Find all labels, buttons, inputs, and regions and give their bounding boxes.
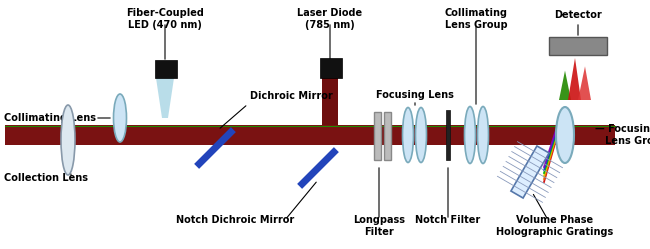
Text: Volume Phase
Holographic Gratings: Volume Phase Holographic Gratings bbox=[497, 215, 614, 237]
Bar bbox=[549, 37, 607, 55]
Ellipse shape bbox=[114, 94, 127, 142]
Polygon shape bbox=[568, 58, 581, 100]
Polygon shape bbox=[511, 146, 549, 198]
Text: Collimating Lens: Collimating Lens bbox=[4, 113, 96, 123]
Text: Collimating
Lens Group: Collimating Lens Group bbox=[445, 8, 508, 30]
Ellipse shape bbox=[465, 107, 476, 164]
Bar bbox=[320, 58, 342, 78]
Polygon shape bbox=[322, 78, 338, 125]
Polygon shape bbox=[156, 78, 174, 118]
Ellipse shape bbox=[556, 107, 574, 163]
Text: Notch Filter: Notch Filter bbox=[415, 215, 480, 225]
Bar bbox=[374, 112, 381, 160]
Bar bbox=[446, 110, 450, 160]
Polygon shape bbox=[578, 66, 591, 100]
Text: Longpass
Filter: Longpass Filter bbox=[353, 215, 405, 237]
Bar bbox=[5, 125, 615, 145]
Bar bbox=[384, 112, 391, 160]
Ellipse shape bbox=[61, 105, 75, 175]
Text: Focusing Lens: Focusing Lens bbox=[376, 90, 454, 100]
Text: — Focusing
   Lens Group: — Focusing Lens Group bbox=[595, 124, 650, 146]
Ellipse shape bbox=[402, 108, 413, 163]
Polygon shape bbox=[297, 147, 339, 189]
Ellipse shape bbox=[415, 108, 426, 163]
Text: Collection Lens: Collection Lens bbox=[4, 173, 88, 183]
Polygon shape bbox=[5, 125, 28, 145]
Polygon shape bbox=[194, 127, 236, 169]
Polygon shape bbox=[559, 71, 571, 100]
Text: Detector: Detector bbox=[554, 10, 602, 20]
Text: Notch Dichroic Mirror: Notch Dichroic Mirror bbox=[176, 215, 294, 225]
Bar bbox=[155, 60, 177, 78]
Ellipse shape bbox=[478, 107, 489, 164]
Text: Dichroic Mirror: Dichroic Mirror bbox=[250, 91, 333, 101]
Text: Laser Diode
(785 nm): Laser Diode (785 nm) bbox=[298, 8, 363, 30]
Text: Fiber-Coupled
LED (470 nm): Fiber-Coupled LED (470 nm) bbox=[126, 8, 204, 30]
